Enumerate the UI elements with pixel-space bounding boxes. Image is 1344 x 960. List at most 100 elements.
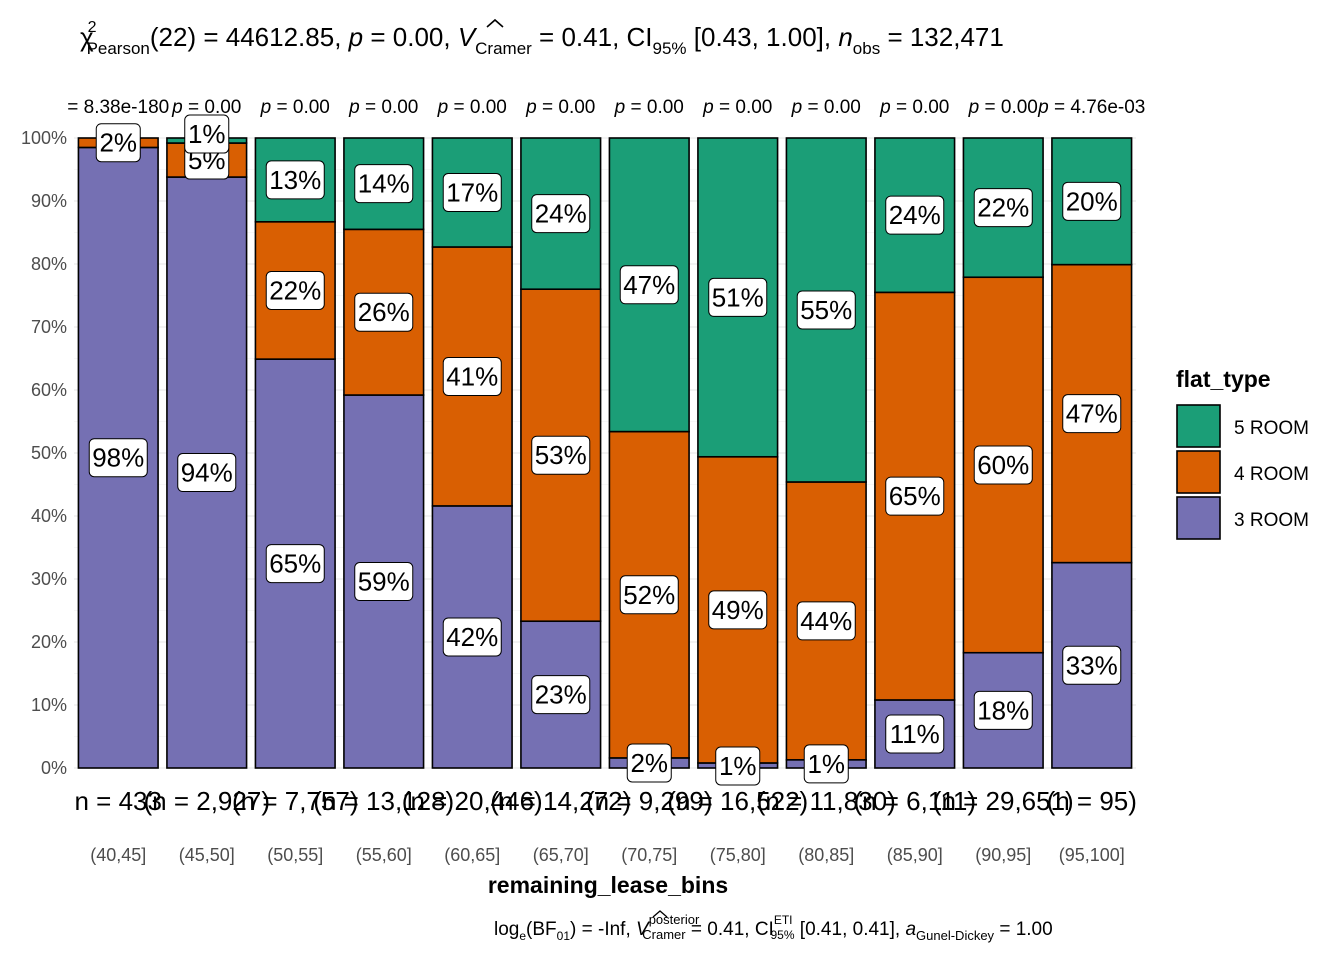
- p-value-label: p = 0.00: [348, 97, 418, 118]
- x-axis-label: remaining_lease_bins: [488, 872, 728, 898]
- segment-label-box: [796, 290, 856, 330]
- segment-label: 59%: [358, 567, 410, 597]
- title-v-hat-icon: [486, 18, 504, 28]
- x-axis: (40,45] (45,50] (50,55] (55,60] (60,65] (65,7…: [90, 845, 1125, 865]
- segment-label: 44%: [800, 606, 852, 636]
- title-chi-sub: Pearson: [87, 39, 150, 58]
- x-tick-label: (75,80]: [710, 845, 766, 865]
- segment-label-box: [184, 114, 230, 154]
- x-tick-label: (60,65]: [444, 845, 500, 865]
- subtitle-a-sub: Gunel-Dickey: [916, 928, 995, 943]
- segment-label-box: [177, 453, 237, 493]
- segment-label-box: [442, 172, 502, 212]
- y-tick-label: 70%: [31, 317, 67, 337]
- segment-label-box: [1062, 394, 1122, 434]
- segment-label: 23%: [535, 680, 587, 710]
- title-n-val: = 132,471: [880, 22, 1004, 52]
- y-axis: 0% 10% 20% 30% 40% 50% 60% 70% 80% 90% 100%: [21, 128, 67, 778]
- title-ci-sub: 95%: [653, 39, 687, 58]
- p-value-label: p = 0.00: [171, 97, 241, 118]
- title-chi-sup: 2: [88, 19, 97, 36]
- y-tick-label: 10%: [31, 695, 67, 715]
- title-n-label: n: [838, 22, 852, 52]
- segment-label: 47%: [1066, 399, 1118, 429]
- n-label: (n = 16,522): [667, 786, 808, 816]
- subtitle-bf-val: ) = -Inf,: [570, 919, 636, 940]
- legend-entry-label: 4 ROOM: [1234, 464, 1309, 485]
- title-n-sub: obs: [853, 39, 880, 58]
- segment-label: 22%: [977, 193, 1029, 223]
- n-label: (n = 7,757): [232, 786, 358, 816]
- segment-label: 65%: [889, 481, 941, 511]
- subtitle-ci-sup: ETI: [774, 913, 793, 927]
- segment-label: 26%: [358, 297, 410, 327]
- n-label: (n = 13,128): [313, 786, 454, 816]
- segment-label: 18%: [977, 695, 1029, 725]
- n-label: (n = 9,299): [586, 786, 712, 816]
- segment-label: 98%: [92, 443, 144, 473]
- segment-label-box: [354, 292, 414, 332]
- segment-label: 55%: [800, 295, 852, 325]
- segment-label-box: [265, 270, 325, 310]
- segment-label-box: [796, 601, 856, 641]
- segment-label: 60%: [977, 450, 1029, 480]
- segment-label-box: [531, 675, 591, 715]
- p-value-label: p = 0.00: [260, 97, 330, 118]
- subtitle-bf: (BF: [526, 919, 557, 940]
- x-tick-label: (50,55]: [267, 845, 323, 865]
- segment-label: 53%: [535, 440, 587, 470]
- n-label: (n = 6,111): [853, 786, 976, 816]
- segment-label: 33%: [1066, 650, 1118, 680]
- segment-labels: 98%2%94%5%1%65%22%13%59%26%14%42%41%17%2…: [88, 114, 1122, 786]
- y-tick-label: 0%: [41, 758, 67, 778]
- subtitle-a-label: a: [905, 919, 916, 940]
- subtitle-v-val: = 0.41, CI: [686, 919, 774, 940]
- subtitle-v-sup: posterior: [649, 912, 700, 927]
- legend-swatch: [1176, 496, 1221, 540]
- segment-label-box: [265, 544, 325, 584]
- segment-label-box: [708, 277, 768, 317]
- y-tick-label: 90%: [31, 191, 67, 211]
- subtitle-log: log: [494, 919, 519, 940]
- n-label: (n = 11,830): [757, 786, 896, 816]
- legend-entry-label: 5 ROOM: [1234, 418, 1309, 439]
- segment-label-box: [803, 744, 849, 784]
- segment-label-box: [1062, 181, 1122, 221]
- legend-swatch: [1176, 404, 1221, 448]
- y-tick-label: 60%: [31, 380, 67, 400]
- segment-label: 41%: [446, 361, 498, 391]
- segment-label-box: [715, 746, 761, 786]
- title-p-label: p: [348, 22, 363, 52]
- segment-label: 24%: [889, 200, 941, 230]
- segment-label-box: [442, 356, 502, 396]
- p-value-label: p = 0.00: [968, 97, 1038, 118]
- y-tick-label: 30%: [31, 569, 67, 589]
- p-value-label: p = 0.00: [879, 97, 949, 118]
- n-label: (n = 2,927): [144, 786, 270, 816]
- segment-label: 65%: [269, 549, 321, 579]
- segment-label: 17%: [446, 177, 498, 207]
- segment-label-box: [619, 575, 679, 615]
- title-v-sub: Cramer: [475, 39, 532, 58]
- segment-label-box: [1062, 645, 1122, 685]
- segment-label-box: [531, 194, 591, 234]
- p-value-label: = 8.38e-180: [67, 97, 169, 118]
- segment-label: 24%: [535, 199, 587, 229]
- subtitle-a-val: = 1.00: [994, 919, 1053, 940]
- n-labels: n = 433(n = 2,927)(n = 7,757)(n = 13,128…: [75, 786, 1137, 816]
- segment-label-box: [885, 195, 945, 235]
- n-label: (n = 95): [1047, 786, 1137, 816]
- title-chi: χ: [80, 22, 94, 52]
- segment-label-box: [265, 160, 325, 200]
- segment-label-box: [531, 435, 591, 475]
- x-tick-label: (45,50]: [179, 845, 235, 865]
- x-tick-label: (40,45]: [90, 845, 146, 865]
- segment-label: 1%: [807, 749, 845, 779]
- subtitle-ci-sub: 95%: [771, 928, 795, 942]
- subtitle-bf-sub: 01: [557, 929, 571, 943]
- x-tick-label: (90,95]: [975, 845, 1031, 865]
- x-tick-label: (70,75]: [621, 845, 677, 865]
- segment-label-box: [885, 714, 945, 754]
- legend: flat_type 5 ROOM 4 ROOM 3 ROOM: [1176, 366, 1309, 540]
